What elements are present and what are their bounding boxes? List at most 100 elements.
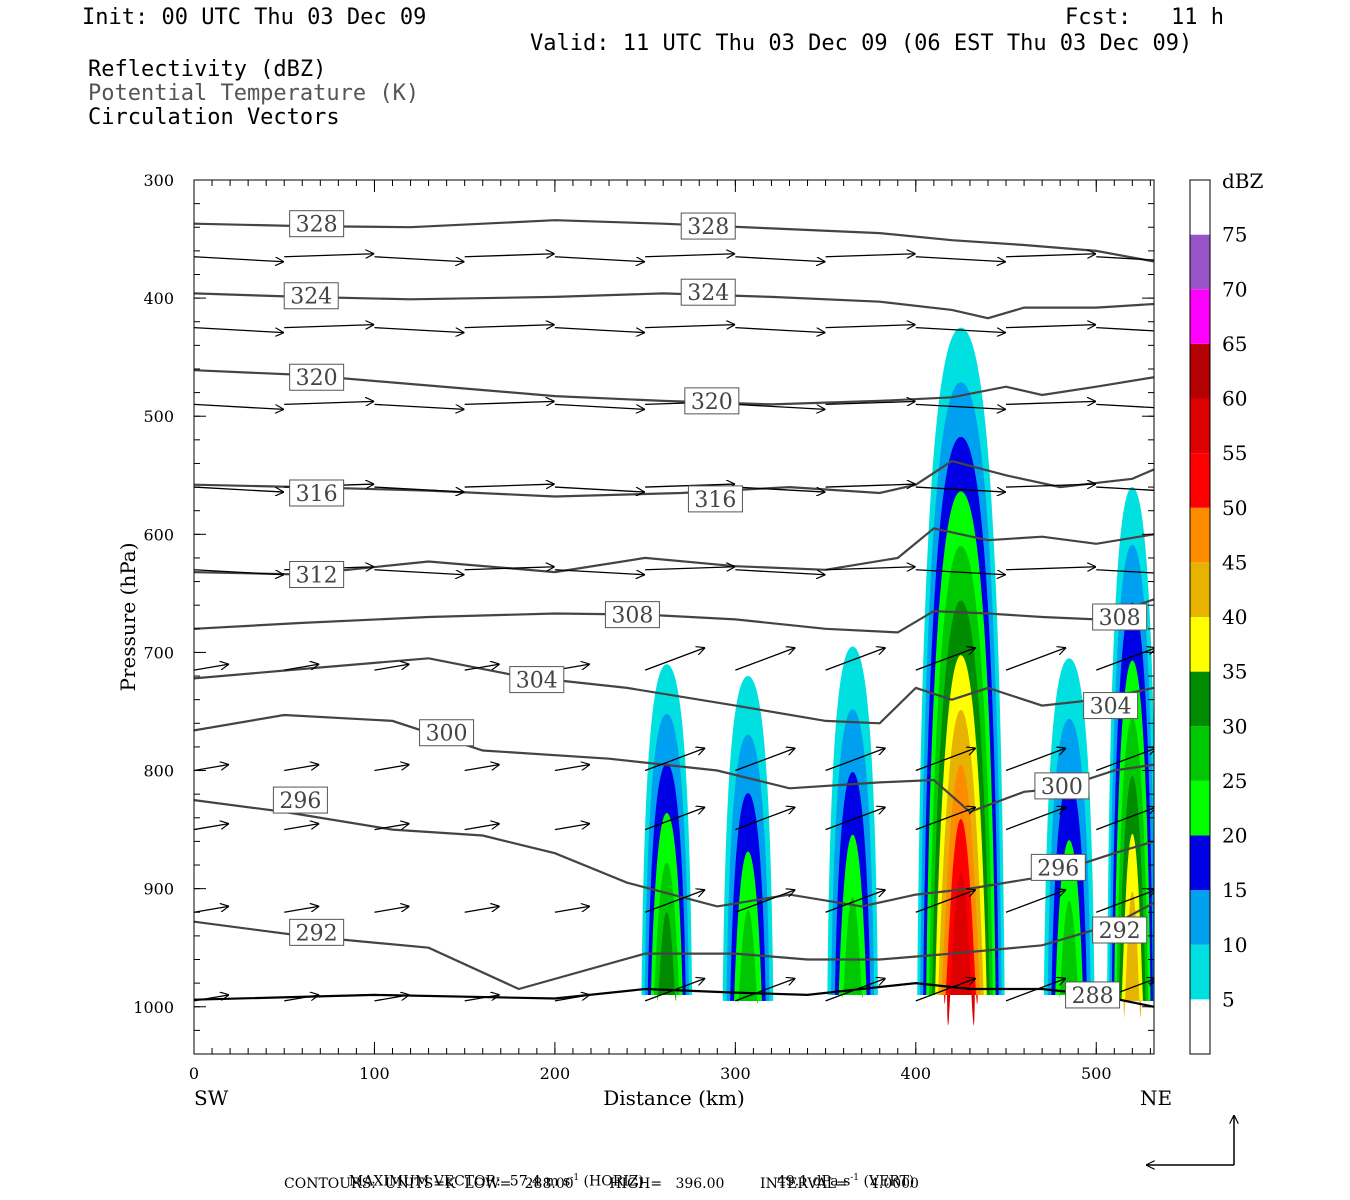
theta-label-308: 308: [1099, 606, 1141, 631]
colorbar-level-label: 75: [1222, 223, 1247, 247]
vert-unit-exponent: -1: [850, 1173, 860, 1183]
theta-label-296: 296: [1037, 856, 1079, 881]
circulation-vector: [554, 824, 590, 831]
circulation-vector: [825, 254, 916, 257]
circulation-vector: [915, 486, 1006, 492]
circulation-vector: [464, 664, 500, 671]
theta-contour-324: [194, 292, 1154, 320]
circulation-vector: [644, 748, 705, 772]
x-end-label-ne: NE: [1140, 1086, 1172, 1110]
circulation-vector: [825, 325, 916, 328]
circulation-vector: [374, 326, 464, 333]
circulation-vector: [1096, 648, 1154, 671]
colorbar-swatch: [1190, 780, 1210, 836]
circulation-vector: [374, 569, 464, 575]
circulation-vector: [284, 325, 374, 328]
circulation-vector: [645, 254, 735, 257]
colorbar-level-label: 20: [1222, 824, 1247, 848]
colorbar-swatch: [1190, 343, 1210, 399]
colorbar-level-label: 60: [1222, 387, 1247, 411]
circulation-vector: [825, 748, 886, 772]
theta-label-292: 292: [296, 921, 338, 946]
colorbar-swatch: [1190, 234, 1210, 290]
theta-contour-304: [194, 657, 1154, 725]
circulation-vector: [1096, 890, 1154, 913]
circulation-vector: [464, 254, 555, 257]
theta-label-box-300: [419, 719, 475, 747]
circulation-vector: [464, 906, 500, 913]
circulation-vector: [735, 807, 795, 831]
colorbar-swatch: [1190, 289, 1210, 344]
theta-label-328: 328: [687, 215, 729, 240]
circulation-vector: [284, 254, 374, 257]
colorbar-level-label: 45: [1222, 550, 1247, 574]
circulation-vector: [554, 486, 645, 492]
theta-label-box-308: [604, 601, 660, 629]
theta-contour-292: [194, 901, 1154, 991]
circulation-vector: [825, 890, 886, 913]
circulation-vector: [735, 403, 825, 409]
theta-label-296: 296: [279, 789, 321, 814]
field-circulation-vectors: Circulation Vectors: [88, 105, 340, 130]
colorbar-swatch: [1190, 398, 1210, 454]
theta-label-316: 316: [296, 482, 338, 507]
contours-info: CONTOURS: UNITS=K LOW= 288.00 HIGH= 396.…: [284, 1176, 919, 1192]
y-tick-label: 800: [143, 762, 174, 781]
colorbar-frame: [1189, 179, 1211, 1055]
x-tick-label: 0: [189, 1064, 199, 1083]
circulation-vector: [825, 567, 916, 570]
circulation-vector: [464, 824, 500, 831]
theta-label-316: 316: [694, 488, 736, 513]
circulation-vector: [735, 748, 795, 772]
colorbar-swatch: [1190, 944, 1210, 1000]
circulation-vector: [554, 569, 645, 575]
circulation-vector: [1096, 569, 1154, 574]
circulation-vector: [1005, 807, 1066, 831]
y-tick-label: 300: [143, 171, 174, 190]
plot-frame: [193, 179, 1155, 1055]
theta-label-324: 324: [687, 281, 729, 306]
circulation-vector: [915, 569, 1006, 575]
circulation-vector: [915, 403, 1006, 409]
circulation-vector: [645, 567, 735, 570]
circulation-vector: [194, 569, 284, 575]
theta-label-308: 308: [611, 604, 653, 629]
circulation-vector: [1096, 807, 1154, 831]
theta-label-304: 304: [1090, 695, 1132, 720]
theta-label-324: 324: [290, 285, 332, 310]
vert-label: (VERT): [859, 1173, 915, 1190]
theta-label-304: 304: [516, 669, 558, 694]
theta-label-box-292: [289, 918, 345, 946]
circulation-vector: [1096, 403, 1154, 409]
circulation-vector: [194, 765, 229, 772]
init-time: Init: 00 UTC Thu 03 Dec 09: [82, 5, 427, 30]
axes: 300 400 500 600 700 800 900 1000 0 100 200 300 400 50…: [133, 171, 1154, 1083]
circulation-vector: [915, 807, 976, 831]
circulation-vector: [1096, 486, 1154, 491]
horiz-unit-exponent: -1: [570, 1173, 580, 1183]
theta-label-328: 328: [296, 213, 338, 238]
circulation-vector: [464, 995, 500, 1002]
circulation-vector: [915, 648, 976, 671]
circulation-vector: [1006, 401, 1096, 404]
colorbar-swatch: [1190, 726, 1210, 781]
circulation-vector: [284, 664, 319, 671]
max-vector-vert: 49.1 dPa s-1 (VERT): [768, 1157, 914, 1190]
circulation-vector: [194, 326, 284, 333]
circulation-vector: [1006, 325, 1096, 328]
circulation-vector: [554, 765, 590, 772]
theta-label-box-320: [289, 363, 345, 391]
circulation-vector: [825, 807, 886, 831]
circulation-vector: [915, 748, 976, 772]
circulation-vector: [374, 256, 464, 262]
theta-label-box-316: [687, 485, 743, 513]
theta-label-300: 300: [1041, 775, 1083, 800]
colorbar-swatch: [1190, 453, 1210, 508]
theta-label-box-312: [289, 560, 345, 588]
y-tick-label: 700: [143, 643, 174, 662]
reflectivity-cell-1-level-30: [657, 912, 677, 1001]
y-tick-label: 400: [143, 289, 174, 308]
circulation-vector: [1096, 326, 1154, 332]
y-tick-label: 1000: [133, 998, 174, 1017]
